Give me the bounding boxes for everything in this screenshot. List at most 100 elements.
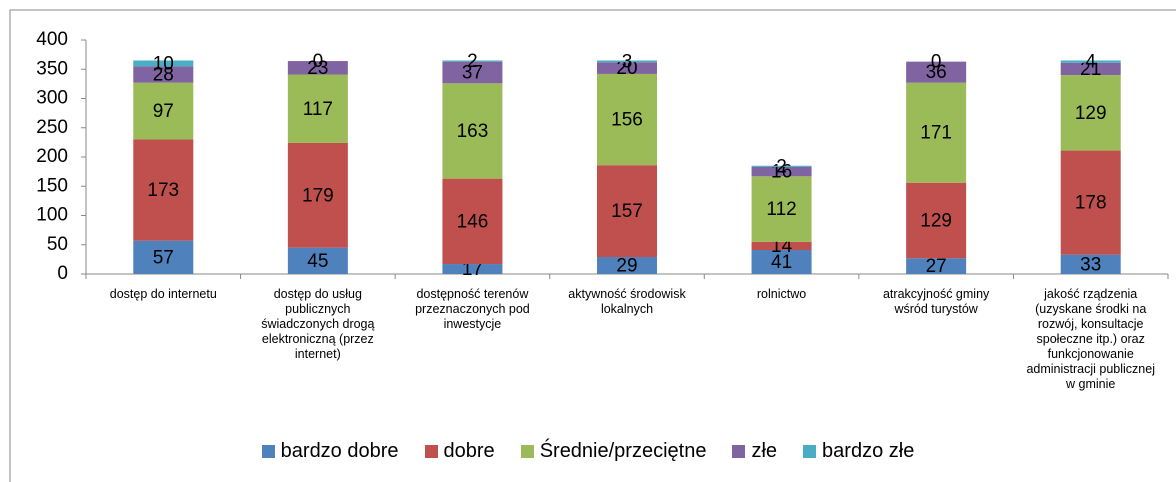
legend-item: złe xyxy=(732,440,777,463)
bar-segment xyxy=(287,247,348,274)
data-label: 21 xyxy=(1080,59,1101,80)
data-label: 173 xyxy=(147,180,179,201)
legend-item: Średnie/przeciętne xyxy=(520,440,707,463)
bar-segment xyxy=(442,60,503,62)
y-tick-label: 200 xyxy=(36,146,68,167)
bar-segment xyxy=(133,82,194,140)
data-label: 17 xyxy=(462,259,483,280)
data-label: 0 xyxy=(931,52,942,73)
data-label: 117 xyxy=(303,99,333,120)
bar-segment xyxy=(442,264,503,274)
x-tick-label: dostęp do internetu xyxy=(109,287,217,301)
bar-segment xyxy=(906,61,967,83)
bar-segment xyxy=(442,178,503,265)
chart-frame xyxy=(9,9,1176,482)
data-label: 29 xyxy=(616,256,637,277)
data-label: 4 xyxy=(1085,52,1096,73)
bar-segment xyxy=(442,83,503,179)
legend-item: bardzo złe xyxy=(803,440,914,463)
y-tick-label: 250 xyxy=(36,117,68,138)
y-tick-label: 0 xyxy=(57,263,68,284)
legend-swatch xyxy=(520,445,534,458)
y-tick-label: 100 xyxy=(36,205,68,226)
bar-segment xyxy=(287,142,348,248)
bar-segment xyxy=(906,258,967,274)
legend-swatch xyxy=(732,445,746,458)
bar-segment xyxy=(597,257,657,274)
y-tick-label: 150 xyxy=(36,175,68,196)
bar-segment xyxy=(597,60,657,63)
data-label: 57 xyxy=(153,247,174,268)
bar-segment xyxy=(133,66,194,83)
bar-segment xyxy=(1060,150,1121,255)
bar-segment xyxy=(1060,62,1121,76)
data-label: 3 xyxy=(622,51,633,72)
data-label: 97 xyxy=(153,101,174,122)
x-tick-label: atrakcyjność gminy wśród turystów xyxy=(882,287,990,316)
bar-segment xyxy=(906,82,967,183)
x-tick-label: aktywność środowisk lokalnych xyxy=(568,287,686,316)
data-label: 36 xyxy=(926,62,947,83)
x-tick-label: jakość rządzenia (uzyskane środki na roz… xyxy=(1026,287,1155,391)
bar-segment xyxy=(751,241,812,251)
data-label: 33 xyxy=(1080,254,1101,275)
data-label: 112 xyxy=(766,199,796,220)
bar-segment xyxy=(597,165,657,258)
data-label: 0 xyxy=(313,51,324,72)
y-tick-label: 300 xyxy=(36,88,68,109)
bar-segment xyxy=(751,250,812,274)
bar-segment xyxy=(597,73,657,166)
x-tick-label: dostęp do usług publicznych świadczonych… xyxy=(261,287,375,361)
x-tick-label: dostępność terenów przeznaczonych pod in… xyxy=(415,287,530,331)
data-label: 157 xyxy=(611,201,643,222)
bar-segment xyxy=(597,62,657,74)
data-label: 28 xyxy=(153,65,174,86)
y-tick-label: 50 xyxy=(47,234,68,255)
data-label: 129 xyxy=(1075,103,1107,124)
data-label: 37 xyxy=(462,62,483,83)
data-label: 45 xyxy=(307,251,328,272)
bar-segment xyxy=(133,139,194,241)
x-tick-label: rolnictwo xyxy=(756,287,807,301)
bar-segment xyxy=(287,61,348,75)
data-label: 129 xyxy=(920,210,952,231)
bar-segment xyxy=(1060,75,1121,151)
legend-item: dobre xyxy=(424,440,495,463)
data-label: 23 xyxy=(307,58,328,79)
legend: bardzo dobre dobre Średnie/przeciętne złe ba… xyxy=(0,440,1176,463)
data-label: 2 xyxy=(467,51,478,72)
legend-label: Średnie/przeciętne xyxy=(539,440,707,462)
legend-swatch xyxy=(803,445,817,458)
y-tick-label: 350 xyxy=(36,58,68,79)
data-label: 41 xyxy=(771,252,792,273)
legend-swatch xyxy=(261,445,275,458)
data-label: 171 xyxy=(920,123,952,144)
data-label: 163 xyxy=(457,121,489,142)
bar-segment xyxy=(751,166,812,177)
data-label: 146 xyxy=(457,211,489,232)
legend-label: bardzo dobre xyxy=(280,440,399,462)
legend-swatch xyxy=(424,445,438,458)
data-label: 2 xyxy=(776,156,787,177)
bar-segment xyxy=(1060,254,1121,274)
data-label: 20 xyxy=(616,58,637,79)
bar-segment xyxy=(751,176,812,242)
legend-label: dobre xyxy=(443,440,495,462)
legend-item: bardzo dobre xyxy=(261,440,399,463)
data-label: 156 xyxy=(611,110,643,131)
bar-segment xyxy=(906,182,967,259)
bar-segment xyxy=(133,240,194,274)
data-label: 27 xyxy=(926,256,947,277)
bar-segment xyxy=(133,60,194,67)
legend-label: złe xyxy=(751,440,778,462)
bar-segment xyxy=(287,74,348,143)
bar-segment xyxy=(442,61,503,84)
bar-segment xyxy=(751,165,812,167)
y-tick-label: 400 xyxy=(36,29,68,50)
data-label: 10 xyxy=(153,53,174,74)
bar-segment xyxy=(1060,60,1121,63)
legend-label: bardzo złe xyxy=(822,440,915,462)
data-label: 179 xyxy=(302,185,334,206)
